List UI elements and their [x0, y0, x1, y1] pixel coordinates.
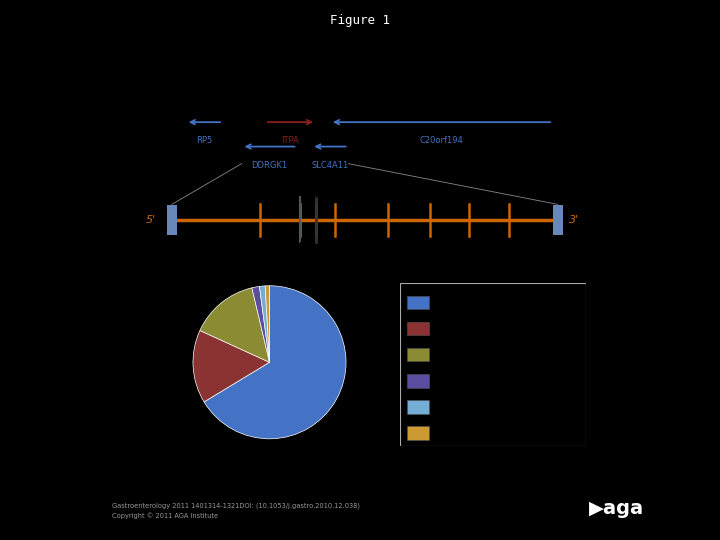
Text: Figure 1: Figure 1 [330, 14, 390, 27]
Bar [407, 295, 429, 309]
Text: ITPA: ITPA [282, 137, 300, 145]
Bar [553, 205, 563, 235]
Text: C20orf194: C20orf194 [420, 137, 464, 145]
Text: 5': 5' [145, 215, 156, 225]
Text: rs1127354 (P32T): rs1127354 (P32T) [274, 171, 386, 181]
Bar [407, 348, 429, 361]
Wedge shape [252, 286, 269, 362]
Wedge shape [193, 330, 269, 402]
Text: 3,200: 3,200 [282, 76, 305, 85]
Text: 15.5%: 15.5% [165, 363, 194, 372]
Text: 1.2%: 1.2% [248, 257, 271, 266]
Text: DDRGK1: DDRGK1 [251, 161, 287, 170]
Text: rs7270101: rs7270101 [274, 259, 340, 268]
Text: RP5: RP5 [197, 137, 212, 145]
Bar [407, 426, 429, 440]
Bar [167, 205, 177, 235]
Text: Heterozygous rs7270101: Heterozygous rs7270101 [437, 324, 538, 333]
Text: 0.9%: 0.9% [255, 258, 278, 267]
Text: 3,275: 3,275 [444, 76, 466, 85]
Bar [407, 374, 429, 388]
Text: ▶aga: ▶aga [589, 500, 644, 518]
Text: combined heterozygous: combined heterozygous [437, 376, 534, 385]
Wedge shape [204, 286, 346, 439]
Text: (kb): (kb) [579, 86, 594, 95]
Text: 3,300: 3,300 [498, 76, 520, 85]
Text: B: B [142, 265, 156, 282]
Text: homozygous rs7270101: homozygous rs7270101 [437, 402, 534, 411]
Text: Wild type: Wild type [437, 298, 474, 307]
Bar [407, 400, 429, 414]
Text: 3': 3' [570, 215, 580, 225]
Wedge shape [200, 288, 269, 362]
Text: 3,325: 3,325 [552, 76, 573, 85]
Text: homozygous rs1127354: homozygous rs1127354 [437, 428, 534, 437]
Text: 1.6%: 1.6% [239, 254, 262, 263]
Bar [407, 322, 429, 335]
Text: Heterozygous rs1127354: Heterozygous rs1127354 [437, 350, 538, 359]
Text: SLC4A11: SLC4A11 [311, 161, 348, 170]
Text: 3,250: 3,250 [390, 76, 412, 85]
Text: A: A [142, 61, 156, 79]
Text: 3,175: 3,175 [229, 76, 251, 85]
Text: Copyright © 2011 AGA Institute: Copyright © 2011 AGA Institute [112, 512, 217, 518]
Text: 66.4%: 66.4% [334, 402, 362, 411]
Text: 3,225: 3,225 [336, 76, 358, 85]
Wedge shape [259, 286, 269, 362]
Text: 3,150: 3,150 [175, 76, 197, 85]
Text: Gastroenterology 2011 1401314-1321DOI: (10.1053/j.gastro.2010.12.038): Gastroenterology 2011 1401314-1321DOI: (… [112, 502, 359, 509]
Text: Chromosome 20p: Chromosome 20p [313, 64, 412, 74]
Text: 14.5%: 14.5% [198, 288, 227, 297]
Wedge shape [265, 286, 269, 362]
